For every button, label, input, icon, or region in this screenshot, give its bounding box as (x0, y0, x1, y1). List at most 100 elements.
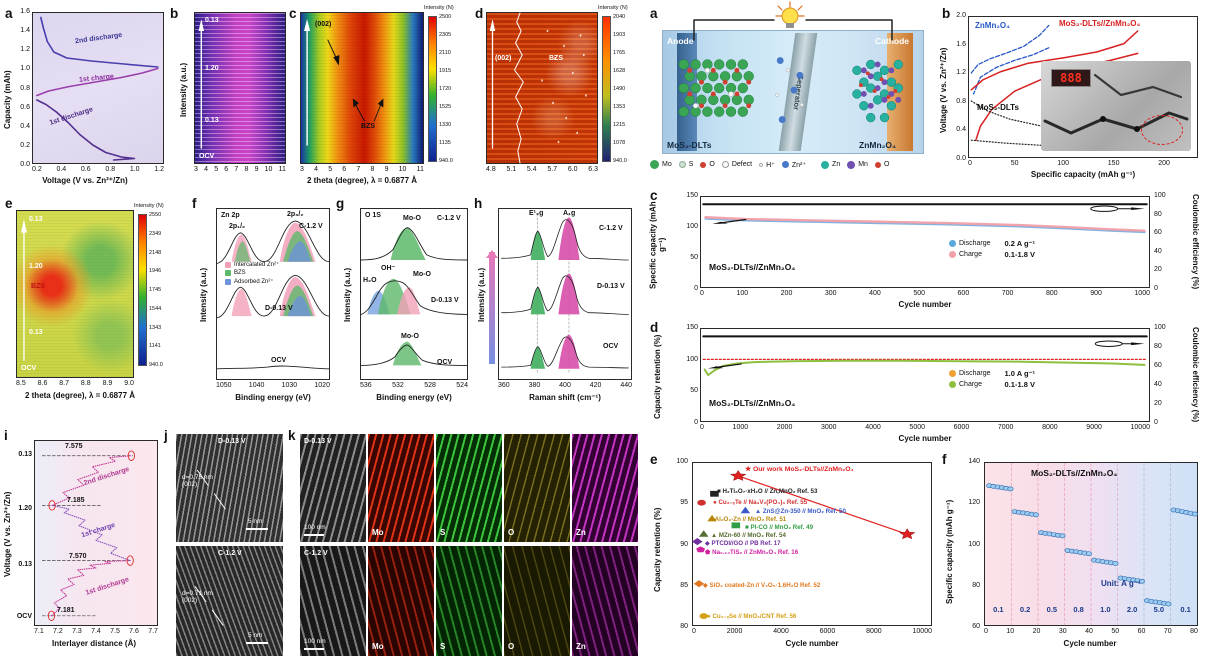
scale-label: 5 nm (248, 518, 263, 525)
scale-bar (246, 642, 268, 644)
panel-label-e: e (5, 196, 13, 211)
colorbar-title: Intensity (N) (424, 5, 454, 11)
mn-atom-icon (847, 160, 856, 169)
cables (1041, 61, 1191, 151)
legend-label: Mn (858, 161, 868, 168)
tick-label: 80 (972, 581, 980, 589)
value-7570: 7.570 (69, 553, 87, 560)
x-axis-ticks: 0.2 0.4 0.6 0.8 1.0 1.2 (32, 166, 164, 173)
zn-ion-icon (781, 161, 789, 168)
anode-material-label: MoS₂-DLTs (667, 140, 712, 150)
tick-label: 0.4 (956, 126, 966, 134)
state-tag: D-0.13 V (304, 438, 332, 445)
tick-label: 900 (1090, 290, 1102, 297)
legend-label: Defect (731, 161, 753, 168)
unit-label: Unit: A g⁻¹ (1101, 579, 1141, 588)
peak-label-h2o: H₂O (363, 277, 377, 284)
tick-label: 30 (1058, 628, 1067, 635)
mo-atom-icon (650, 160, 659, 169)
tick-label: 7.3 (72, 628, 82, 635)
tick-label: 95 (680, 499, 688, 507)
legend-item-s: S (678, 161, 693, 168)
panel-label-d: d (650, 320, 659, 335)
y-axis-label: Capacity retention (%) (653, 507, 662, 593)
state-label: OCV (21, 365, 37, 372)
tick-label: 11 (416, 166, 424, 173)
ref-label-51: ▲ Al₂O₃-Zn // MnO₂ Ref. 51 (707, 516, 787, 523)
tick-label: 7000 (997, 424, 1014, 431)
tick-label: 4000 (773, 628, 789, 635)
y-axis-ticks: 2.0 1.6 1.2 0.8 0.4 0.0 (949, 12, 966, 162)
legend-label: Intercalated Zn²⁺ (234, 262, 280, 268)
waterfall-traces (195, 13, 285, 163)
eds-map-zn: Zn (572, 434, 638, 542)
tick-label: 5.7 (547, 166, 558, 173)
tick-label: 420 (589, 382, 602, 389)
tick-label: 85 (680, 581, 688, 589)
tick-label: 10 (398, 166, 407, 173)
tick-label: 5 (328, 166, 333, 173)
tick-label: 0.6 (80, 166, 91, 173)
tick-label: 1525 (439, 104, 452, 110)
legend-label: Charge (959, 381, 982, 388)
tick-label: 6.0 (567, 166, 578, 173)
spectra (361, 209, 467, 379)
tick-label: 2000 (726, 628, 743, 635)
element-label: O (508, 642, 515, 651)
ref-label-50: ▲ ZnS@Zn-350 // MnO₂ Ref. 50 (755, 508, 846, 515)
scale-label: 5 nm (248, 632, 263, 639)
tick-label: 0.1 (1180, 605, 1191, 614)
rate-capability-plot: MoS₂-DLTs//ZnMn₂O₄ Unit: A g⁻¹ 0.1 0.2 0.5… (984, 462, 1198, 626)
peak-label-moo: Mo-O (401, 333, 419, 340)
tick-label: 1628 (613, 68, 626, 74)
d-spacing-arrows (176, 434, 283, 541)
spectra (499, 209, 631, 379)
tick-label: 8.7 (59, 380, 70, 387)
eds-map-o: O (504, 546, 570, 656)
tick-label: 7.4 (91, 628, 101, 635)
panel-label-c: c (289, 6, 297, 21)
cathode-label: Cathode (875, 36, 909, 46)
x-axis-label: 2 theta (degree), λ = 0.6877 Å (306, 176, 418, 185)
tick-label: 1.6 (20, 8, 30, 15)
ref-label-53: ■ H₂Ti₃O₇·xH₂O // Zn,MnO₂ Ref. 53 (717, 488, 818, 495)
scale-bar (304, 648, 324, 650)
tick-label: 400 (559, 382, 571, 389)
stem-image-charged: C-1.2 V 100 nm (300, 546, 366, 656)
tick-label: 11 (278, 166, 286, 173)
tick-label: 4000 (865, 424, 881, 431)
o-atom-icon (874, 161, 881, 168)
fit-legend: Intercalated Zn²⁺ BZS Adsorbed Zn²⁺ (225, 261, 279, 285)
x-axis-ticks: 536 532 528 524 (360, 382, 468, 389)
panel-label-e: e (650, 452, 658, 467)
colorbar (428, 16, 437, 162)
y-axis-ticks: 150 100 50 0 (678, 324, 698, 426)
element-label: Zn (576, 642, 586, 651)
panel-label-j: j (164, 428, 168, 443)
tick-label: 10000 (1130, 424, 1150, 431)
tick-label: 120 (968, 499, 980, 507)
cycling-plot-02: Discharge 0.2 A g⁻¹ Charge 0.1-1.8 V MoS… (700, 196, 1150, 288)
tick-label: 5 (214, 166, 219, 173)
tick-label: 100 (686, 355, 698, 363)
tick-label: 0 (1154, 419, 1158, 426)
legend-label: H⁺ (766, 161, 775, 169)
anode-label: Anode (667, 36, 694, 46)
state-label: 0.13 (205, 17, 219, 24)
o1s-xps-plot: O 1S Mo-O C-1.2 V OH⁻ H₂O Mo-O D-0.13 V … (360, 208, 468, 380)
legend-item-zn2: Zn²⁺ (781, 161, 806, 169)
state-label: OCV (199, 153, 215, 160)
tick-label: 0.8 (1073, 605, 1084, 614)
cell-label: MoS₂-DLTs//ZnMn₂O₄ (709, 398, 796, 408)
x-axis-ticks: 1050 1040 1030 1020 (216, 382, 330, 389)
legend-item-o2: O (874, 161, 889, 168)
tick-label: 0.1 (993, 605, 1004, 614)
tick-label: 7 (356, 166, 361, 173)
tick-label: 1903 (613, 32, 626, 38)
tick-label: 400 (869, 290, 881, 297)
tick-label: 100 (1154, 192, 1166, 199)
legend-item-charge: Charge (949, 381, 991, 388)
tick-label: 6000 (819, 628, 836, 635)
peak-label-a1g: A₁g (563, 210, 576, 217)
tick-label: 60 (1154, 362, 1162, 369)
